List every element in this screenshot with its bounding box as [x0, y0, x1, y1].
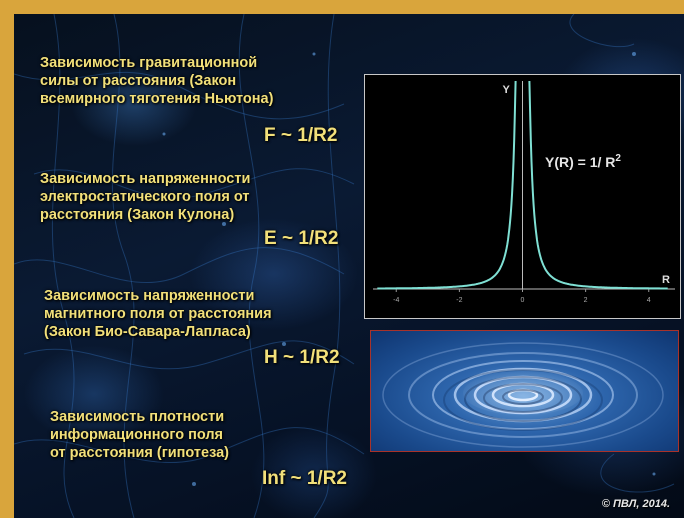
electrostatic-description: Зависимость напряженности электростатиче… [40, 170, 250, 224]
gravity-line-1: Зависимость гравитационной [40, 55, 258, 71]
water-ripple-image [370, 330, 679, 452]
plot-svg: -4 -2 0 2 4 Y R Y(R) = 1/ R2 [373, 80, 675, 304]
cosmic-web-background [14, 14, 675, 518]
x-axis-label: R [662, 274, 670, 286]
gravity-line-2: силы от расстояния (Закон [40, 73, 237, 89]
magnetic-description: Зависимость напряженности магнитного пол… [44, 287, 272, 341]
electrostatic-formula: E ~ 1/R2 [264, 228, 339, 249]
magnetic-formula: H ~ 1/R2 [264, 347, 340, 368]
magnetic-line-3: (Закон Био-Савара-Лапласа) [44, 324, 251, 340]
equation-superscript: 2 [615, 153, 621, 164]
x-ticks: -4 -2 0 2 4 [393, 289, 651, 304]
gravity-line-3: всемирного тяготения Ньютона) [40, 91, 274, 107]
information-formula: Inf ~ 1/R2 [262, 468, 347, 489]
curve-right-branch [528, 80, 668, 290]
x-tick-label: -4 [393, 297, 399, 304]
x-tick-label: 2 [584, 297, 588, 304]
information-line-3: от расстояния (гипотеза) [50, 445, 229, 461]
curve-left-branch [377, 80, 517, 290]
inverse-square-plot: -4 -2 0 2 4 Y R Y(R) = 1/ R2 [364, 74, 681, 319]
slide-canvas: Зависимость гравитационной силы от расст… [14, 14, 684, 518]
electrostatic-line-2: электростатического поля от [40, 189, 250, 205]
ripple-svg [382, 342, 664, 448]
electrostatic-line-1: Зависимость напряженности [40, 171, 251, 187]
electrostatic-line-3: расстояния (Закон Кулона) [40, 207, 235, 223]
information-description: Зависимость плотности информационного по… [50, 408, 229, 462]
equation-text: Y(R) = 1/ R [545, 154, 615, 170]
y-axis-label: Y [503, 84, 511, 96]
magnetic-line-1: Зависимость напряженности [44, 288, 255, 304]
x-tick-label: 0 [521, 297, 525, 304]
gravity-description: Зависимость гравитационной силы от расст… [40, 54, 273, 108]
gravity-formula: F ~ 1/R2 [264, 125, 338, 146]
copyright-text: © ПВЛ, 2014. [601, 498, 670, 510]
information-line-2: информационного поля [50, 427, 224, 443]
x-tick-label: -2 [456, 297, 462, 304]
information-line-1: Зависимость плотности [50, 409, 225, 425]
x-tick-label: 4 [647, 297, 651, 304]
equation-label: Y(R) = 1/ R2 [545, 153, 621, 170]
magnetic-line-2: магнитного поля от расстояния [44, 306, 272, 322]
